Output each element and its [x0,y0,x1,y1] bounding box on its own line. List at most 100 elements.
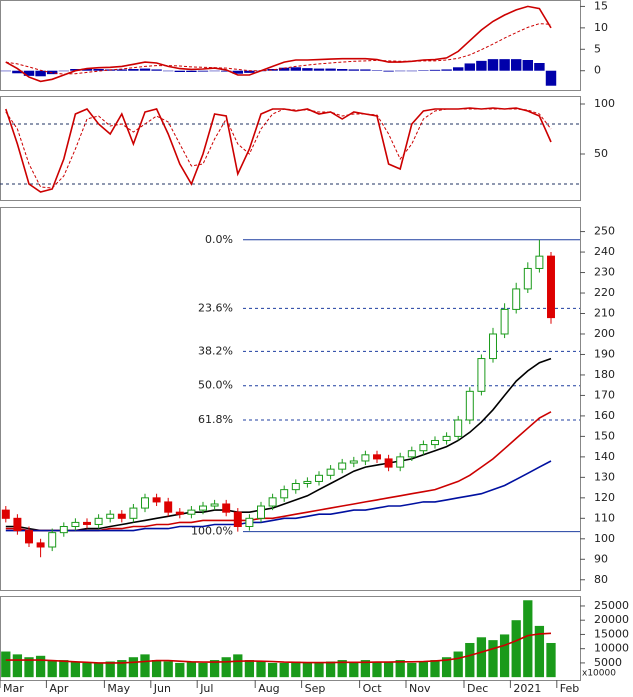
series-line [5,5,552,83]
histogram-bar [70,69,81,71]
candle-body [465,390,474,421]
volume-bar [163,661,173,678]
y-tick-label: 210 [594,307,615,320]
histogram-bar [81,68,93,71]
y-tick-label: 5 [594,42,601,55]
candle-body [338,462,347,470]
volume-bar [70,661,81,678]
volume-bar [314,662,324,678]
histogram-bar [336,69,348,71]
volume-bar [534,625,545,678]
y-tick-label: 230 [594,266,615,279]
volume-bar [511,620,521,678]
volume-bar [488,640,498,678]
fib-label: 0.0% [205,233,233,246]
candle-body [175,511,184,515]
y-tick-label: 220 [594,286,615,299]
y-tick-label: 90 [594,552,608,565]
candle-body [129,507,138,519]
panel-frame [0,0,581,91]
y-tick-label: 5000 [594,656,622,669]
y-tick-label: 50 [594,147,608,160]
histogram-bar [0,70,12,72]
candle-body [152,497,161,503]
series-line [5,632,552,664]
candle-body [547,255,555,319]
panel-frame [0,207,581,591]
volume-bar [256,661,266,678]
y-tick-label: 25000 [594,599,629,612]
volume-bar [47,660,57,678]
candle-body [83,521,91,525]
histogram-bar [220,70,232,72]
histogram-bar [162,70,174,72]
histogram-bar [244,70,255,73]
candle-body [164,501,173,513]
candle-body [535,255,544,269]
y-tick-label: 110 [594,511,615,524]
candle-body [25,530,33,544]
x-tick-label: Aug [258,682,279,695]
volume-bar [291,661,301,678]
panel-frame [0,596,581,681]
volume-bar [395,660,405,678]
histogram-bar [58,70,70,72]
volume-bar [117,660,127,678]
volume-bar [140,654,150,678]
candle-body [523,267,532,290]
histogram-bar [23,70,35,76]
histogram-bar [209,70,220,72]
volume-bar [1,651,11,678]
histogram-bar [325,68,336,71]
volume-bar [12,654,23,678]
candle-body [500,308,509,335]
series-line [5,23,552,75]
candle-body [59,526,68,534]
candle-body [141,497,149,509]
y-tick-label: 15 [594,0,608,12]
x-tick-label: Feb [560,682,579,695]
x-tick-label: Jun [153,682,171,695]
histogram-bar [499,59,510,71]
candle-body [407,450,416,458]
histogram-bar [418,70,429,71]
histogram-bar [12,70,23,74]
volume-bar [499,634,510,678]
volume-bar [35,655,46,678]
candle-body [442,435,451,441]
volume-bar [244,660,255,678]
volume-bar [175,662,185,678]
histogram-bar [232,70,244,74]
y-tick-label: 200 [594,327,615,340]
histogram-bar [510,59,522,71]
y-tick-label: 10 [594,21,608,34]
histogram-bar [441,69,452,71]
candle-body [315,474,323,482]
volume-bar [105,661,115,678]
fib-label: 61.8% [198,413,233,426]
histogram-bar [128,69,139,71]
x-tick-label: May [107,682,130,695]
histogram-bar [186,70,197,72]
histogram-bar [371,70,383,71]
volume-bar [233,654,243,678]
y-tick-label: 10000 [594,642,629,655]
candle-body [94,517,103,525]
candle-body [477,358,486,392]
histogram-bar [360,69,371,71]
volume-bar [221,657,231,678]
histogram-bar [290,67,302,71]
x-tick-label: Apr [49,682,69,695]
histogram-bar [116,69,128,71]
y-tick-label: 150 [594,429,615,442]
candle-body [106,513,115,519]
volume-bar [349,662,359,678]
histogram-bar [522,60,534,71]
volume-bar [325,661,336,678]
histogram-bar [476,60,487,71]
volume-bar [128,657,139,678]
volume-bar [93,662,104,678]
volume-bar [546,642,556,678]
volume-bar [523,600,533,678]
histogram-bar [534,63,545,71]
